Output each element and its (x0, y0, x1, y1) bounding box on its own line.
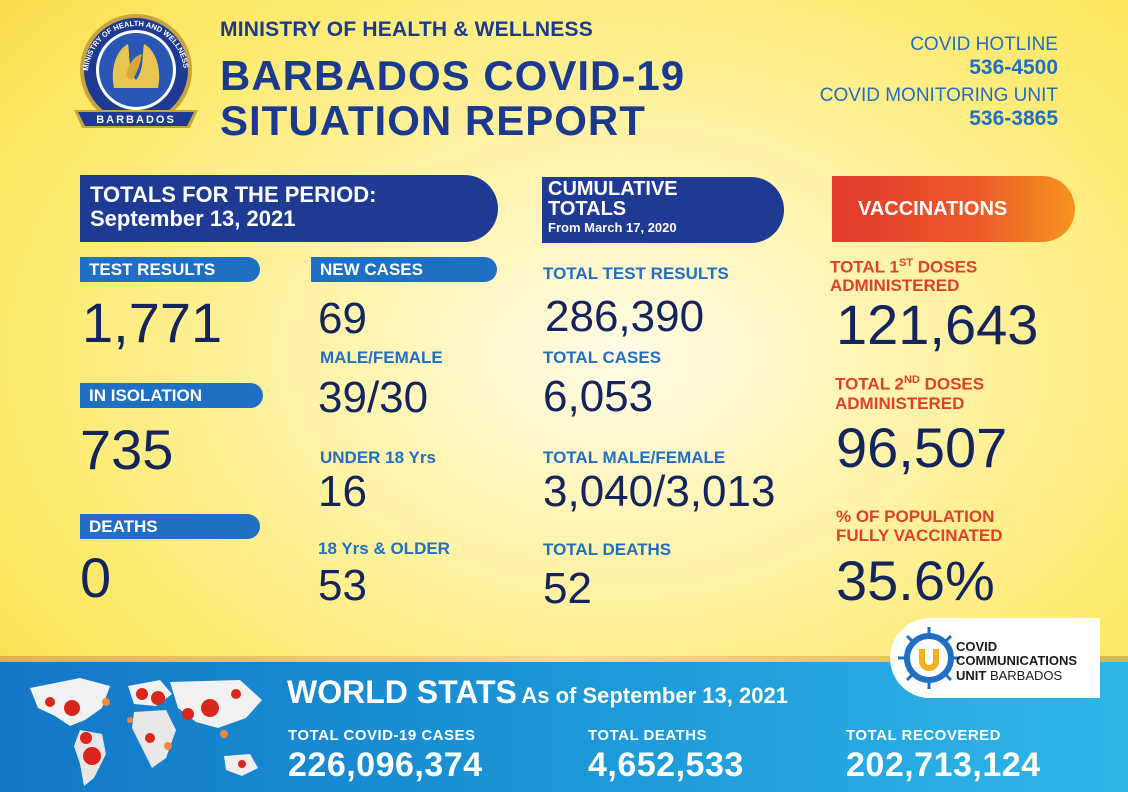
period-banner: TOTALS FOR THE PERIOD: September 13, 202… (80, 175, 498, 242)
pct-vaccinated-label-2: FULLY VACCINATED (836, 526, 1003, 545)
male-female-label: MALE/FEMALE (320, 348, 443, 367)
divider-line (0, 656, 1128, 662)
first-dose-label: TOTAL 1ST DOSES (830, 257, 978, 277)
pct-vaccinated-value: 35.6% (836, 549, 995, 612)
pct-vaccinated-label: % OF POPULATION (836, 507, 995, 526)
hotline-number[interactable]: 536-4500 (969, 56, 1058, 79)
monitoring-label: COVID MONITORING UNIT (819, 85, 1058, 106)
hotline-label: COVID HOTLINE (910, 34, 1058, 55)
cumulative-from-date: From March 17, 2020 (548, 220, 677, 235)
total-tests-value: 286,390 (545, 292, 705, 341)
ccu-text: COVID COMMUNICATIONS UNIT BARBADOS (956, 639, 1078, 683)
deaths-value: 0 (80, 546, 112, 609)
world-deaths-value: 4,652,533 (588, 746, 744, 784)
total-deaths-label: TOTAL DEATHS (543, 540, 672, 559)
deaths-label: DEATHS (80, 514, 260, 539)
world-map-icon (30, 678, 262, 786)
male-female-value: 39/30 (318, 373, 429, 422)
world-deaths-label: TOTAL DEATHS (588, 727, 708, 744)
report-title-line1: BARBADOS COVID-19 (220, 52, 686, 99)
isolation-value: 735 (80, 418, 174, 481)
new-cases-value: 69 (318, 294, 367, 343)
period-banner-line1: TOTALS FOR THE PERIOD: (90, 182, 377, 207)
new-cases-label: NEW CASES (311, 257, 497, 282)
ministry-name: MINISTRY OF HEALTH & WELLNESS (220, 18, 593, 41)
world-stats-title: WORLD STATS As of September 13, 2021 (287, 674, 788, 710)
second-dose-label: TOTAL 2ND DOSES (835, 374, 985, 394)
virus-logo-icon (898, 627, 960, 689)
test-results-value: 1,771 (82, 291, 223, 354)
total-mf-value: 3,040/3,013 (543, 467, 776, 516)
test-results-label: TEST RESULTS (80, 257, 260, 282)
over18-label: 18 Yrs & OLDER (318, 539, 450, 558)
second-dose-label-2: ADMINISTERED (835, 394, 965, 413)
world-recovered-value: 202,713,124 (846, 746, 1041, 784)
monitoring-number[interactable]: 536-3865 (969, 107, 1058, 130)
total-mf-label: TOTAL MALE/FEMALE (543, 448, 726, 467)
isolation-label: IN ISOLATION (80, 383, 263, 408)
world-cases-value: 226,096,374 (288, 746, 483, 784)
report-title-line2: SITUATION REPORT (220, 97, 646, 144)
total-deaths-value: 52 (543, 564, 592, 613)
vaccinations-banner: VACCINATIONS (832, 176, 1075, 242)
under18-value: 16 (318, 467, 367, 516)
under18-label: UNDER 18 Yrs (320, 448, 436, 467)
total-tests-label: TOTAL TEST RESULTS (543, 264, 729, 283)
total-cases-value: 6,053 (543, 372, 654, 421)
ministry-logo: MINISTRY OF HEALTH AND WELLNESS BARBADOS (74, 14, 198, 128)
cumulative-banner: CUMULATIVE TOTALS From March 17, 2020 (542, 177, 784, 243)
period-banner-date: September 13, 2021 (90, 206, 296, 232)
second-dose-value: 96,507 (836, 416, 1008, 479)
world-recovered-label: TOTAL RECOVERED (846, 727, 1002, 744)
logo-country: BARBADOS (96, 114, 176, 126)
first-dose-label-2: ADMINISTERED (830, 276, 960, 295)
cumulative-banner-line1: CUMULATIVE (548, 178, 678, 200)
over18-value: 53 (318, 561, 367, 610)
world-cases-label: TOTAL COVID-19 CASES (288, 727, 476, 744)
first-dose-value: 121,643 (836, 293, 1039, 356)
cumulative-banner-line2: TOTALS (548, 198, 627, 220)
total-cases-label: TOTAL CASES (543, 348, 662, 367)
